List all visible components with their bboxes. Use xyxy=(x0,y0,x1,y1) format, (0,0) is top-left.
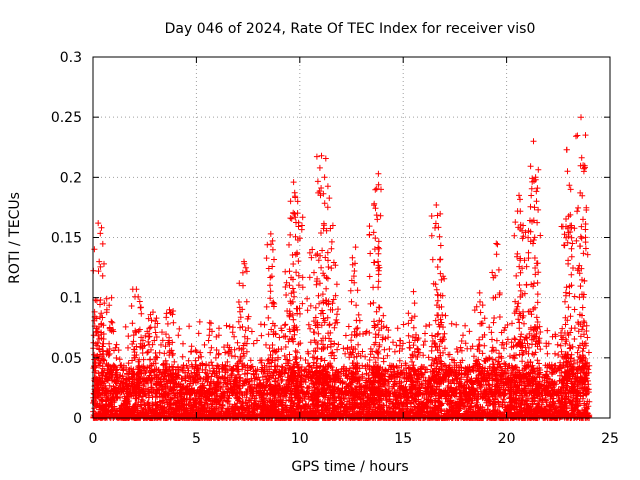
y-tick-label: 0.2 xyxy=(60,170,82,186)
x-tick-label: 20 xyxy=(498,431,516,447)
chart-title: Day 046 of 2024, Rate Of TEC Index for r… xyxy=(165,21,536,37)
axis-ticks: 0 5 10 15 20 25 0 0.05 0.1 0.15 0.2 0.25 0.3 xyxy=(51,50,619,447)
x-tick-label: 5 xyxy=(192,431,201,447)
data-points xyxy=(90,114,593,421)
roti-points xyxy=(90,114,593,421)
x-axis-label: GPS time / hours xyxy=(291,459,408,475)
x-tick-label: 15 xyxy=(394,431,412,447)
y-tick-label: 0.05 xyxy=(51,351,82,367)
y-tick-label: 0.25 xyxy=(51,110,82,126)
y-tick-label: 0 xyxy=(73,411,82,427)
x-tick-label: 10 xyxy=(291,431,309,447)
x-tick-label: 0 xyxy=(89,431,98,447)
y-axis-label: ROTI / TECUs xyxy=(7,192,23,284)
y-tick-label: 0.15 xyxy=(51,231,82,247)
y-tick-label: 0.1 xyxy=(60,291,82,307)
y-tick-label: 0.3 xyxy=(60,50,82,66)
x-tick-label: 25 xyxy=(601,431,619,447)
